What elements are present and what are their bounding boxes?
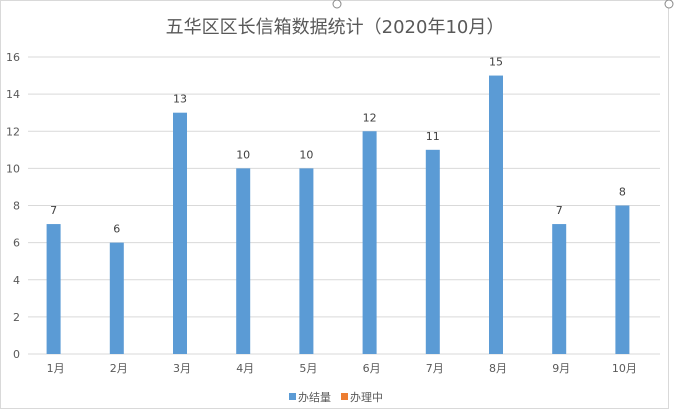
bar bbox=[615, 205, 630, 354]
x-tick-label: 7月 bbox=[426, 362, 444, 375]
x-tick-label: 8月 bbox=[489, 362, 507, 375]
y-tick-label: 0 bbox=[13, 348, 20, 361]
x-tick-label: 2月 bbox=[110, 362, 128, 375]
y-tick-label: 14 bbox=[6, 88, 20, 101]
x-tick-label: 9月 bbox=[552, 362, 570, 375]
y-tick-label: 10 bbox=[6, 162, 20, 175]
y-tick-label: 4 bbox=[13, 274, 20, 287]
data-label: 10 bbox=[299, 148, 313, 161]
legend-label: 办理中 bbox=[350, 391, 383, 404]
bar bbox=[552, 224, 567, 354]
data-label: 12 bbox=[363, 111, 377, 124]
x-tick-label: 3月 bbox=[173, 362, 191, 375]
gridlines bbox=[28, 56, 660, 355]
y-tick-label: 2 bbox=[13, 311, 20, 324]
bar bbox=[173, 112, 187, 354]
legend: 办结量 办理中 bbox=[289, 391, 383, 404]
chart-area-border bbox=[0, 0, 669, 409]
x-tick-label: 4月 bbox=[236, 362, 254, 375]
bar bbox=[299, 168, 314, 354]
y-tick-label: 16 bbox=[6, 51, 20, 64]
x-tick-label: 10月 bbox=[612, 362, 637, 375]
chart-title: 五华区区长信箱数据统计（2020年10月） bbox=[166, 17, 505, 38]
bar bbox=[236, 168, 251, 354]
data-label: 8 bbox=[619, 186, 626, 199]
bars: 7 6 13 10 10 12 11 15 7 8 bbox=[46, 56, 630, 354]
y-tick-label: 12 bbox=[6, 125, 20, 138]
data-label: 7 bbox=[50, 204, 57, 217]
data-label: 13 bbox=[173, 93, 187, 106]
bar bbox=[362, 131, 377, 354]
legend-swatch bbox=[341, 393, 348, 400]
bar bbox=[46, 224, 61, 354]
resize-handle[interactable] bbox=[664, 0, 674, 9]
bar bbox=[425, 149, 440, 354]
bar bbox=[109, 242, 124, 354]
resize-handle[interactable] bbox=[332, 0, 342, 9]
y-axis: 0 2 4 6 8 10 12 14 16 bbox=[6, 51, 20, 361]
y-tick-label: 8 bbox=[13, 200, 20, 213]
data-label: 6 bbox=[113, 223, 120, 236]
legend-swatch bbox=[289, 393, 296, 400]
y-tick-label: 6 bbox=[13, 237, 20, 250]
x-tick-label: 1月 bbox=[47, 362, 65, 375]
data-label: 15 bbox=[489, 56, 503, 69]
data-label: 11 bbox=[426, 130, 440, 143]
data-label: 7 bbox=[556, 204, 563, 217]
legend-label: 办结量 bbox=[298, 391, 331, 404]
data-label: 10 bbox=[236, 148, 250, 161]
x-tick-label: 6月 bbox=[363, 362, 381, 375]
bar bbox=[489, 75, 503, 354]
x-tick-label: 5月 bbox=[299, 362, 317, 375]
x-axis: 1月 2月 3月 4月 5月 6月 7月 8月 9月 10月 bbox=[47, 362, 637, 375]
